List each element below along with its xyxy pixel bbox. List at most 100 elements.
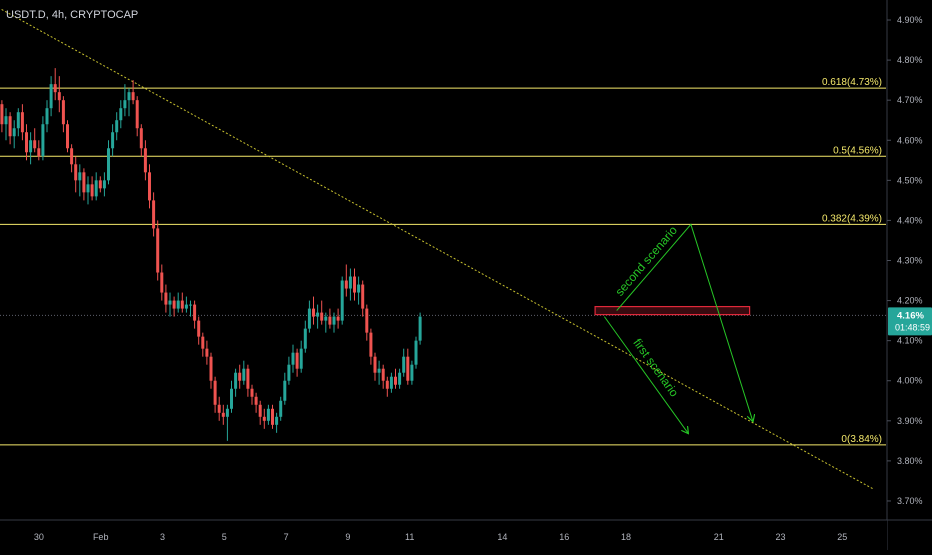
candle-body — [262, 416, 266, 421]
y-tick-label: 4.00% — [897, 376, 923, 386]
candle — [230, 380, 234, 413]
candle — [16, 108, 20, 137]
candle — [127, 88, 131, 117]
x-tick-label: 18 — [621, 532, 631, 542]
candle-body — [156, 228, 160, 273]
fib-level-label: 0.618(4.73%) — [822, 77, 882, 88]
candle — [94, 172, 98, 201]
candle — [78, 164, 82, 197]
candle-body — [344, 280, 348, 289]
candle-body — [258, 404, 262, 417]
candle — [266, 404, 270, 425]
candle — [373, 352, 377, 381]
candle-body — [275, 416, 279, 425]
candle-body — [152, 200, 156, 229]
candle-body — [209, 356, 213, 381]
candle — [361, 280, 365, 317]
candle-body — [213, 380, 217, 405]
candle — [283, 372, 287, 405]
candle-body — [168, 300, 172, 305]
candle — [123, 84, 127, 117]
candle-body — [184, 304, 188, 309]
candle-body — [53, 84, 57, 93]
bar-countdown: 01:48:59 — [895, 322, 930, 332]
candle-body — [353, 276, 357, 293]
candle — [418, 312, 422, 345]
candle-body — [279, 400, 283, 417]
candle — [189, 300, 193, 317]
descending-trendline[interactable] — [0, 0, 874, 490]
candle — [217, 396, 221, 421]
candle — [328, 308, 332, 329]
candle — [369, 328, 373, 365]
candle — [164, 284, 168, 313]
candle-body — [291, 352, 295, 365]
candle — [332, 312, 336, 333]
candle-body — [20, 112, 24, 133]
candle-body — [357, 284, 361, 293]
y-tick-label: 4.90% — [897, 15, 923, 25]
candle — [25, 124, 29, 161]
candle-body — [299, 348, 303, 369]
candle — [82, 168, 86, 201]
candle — [348, 268, 352, 301]
candle-body — [250, 388, 254, 397]
second-scenario-arrow[interactable] — [616, 223, 753, 420]
candle-body — [74, 164, 78, 181]
candle — [205, 340, 209, 365]
candle — [238, 364, 242, 389]
candle — [291, 344, 295, 373]
candle — [410, 360, 414, 385]
resistance-zone[interactable] — [594, 305, 751, 316]
trendline-layer — [0, 0, 874, 490]
candle — [49, 76, 53, 117]
candle-body — [201, 336, 205, 349]
candle-body — [70, 148, 74, 165]
x-tick-label: 14 — [497, 532, 507, 542]
candle — [176, 292, 180, 313]
candle-body — [82, 172, 86, 193]
y-tick-label: 3.80% — [897, 456, 923, 466]
candle — [86, 176, 90, 205]
x-tick-label: 16 — [559, 532, 569, 542]
first-scenario-arrow[interactable] — [603, 316, 687, 433]
x-tick-label: 30 — [34, 532, 44, 542]
candle-body — [94, 180, 98, 197]
candle — [152, 192, 156, 237]
candle-body — [176, 300, 180, 309]
candle-body — [197, 320, 201, 337]
candle — [271, 404, 275, 429]
candle — [234, 368, 238, 397]
symbol-label: USDT.D, 4h, CRYPTOCAP — [6, 9, 138, 21]
candle — [193, 300, 197, 329]
candle-body — [369, 332, 373, 357]
price-axis-background — [887, 0, 932, 550]
candle — [336, 308, 340, 329]
candle — [201, 332, 205, 357]
candle — [29, 132, 33, 165]
candle-body — [398, 372, 402, 385]
candle — [115, 112, 119, 141]
candle-body — [287, 364, 291, 381]
candle-body — [148, 172, 152, 201]
candle-body — [328, 316, 332, 325]
candle-body — [373, 356, 377, 373]
candle-body — [266, 408, 270, 421]
candle — [209, 352, 213, 389]
candle — [242, 360, 246, 385]
candle-body — [205, 348, 209, 357]
candle — [275, 412, 279, 433]
candle-body — [295, 352, 299, 369]
candle — [66, 120, 70, 153]
candle-body — [406, 356, 410, 381]
y-tick-label: 4.80% — [897, 55, 923, 65]
fib-level-label: 0.382(4.39%) — [822, 213, 882, 224]
candles — [0, 68, 422, 441]
candle-body — [230, 388, 234, 409]
candle — [213, 376, 217, 413]
candle — [225, 404, 229, 441]
candle — [131, 80, 135, 105]
candle — [0, 100, 4, 133]
